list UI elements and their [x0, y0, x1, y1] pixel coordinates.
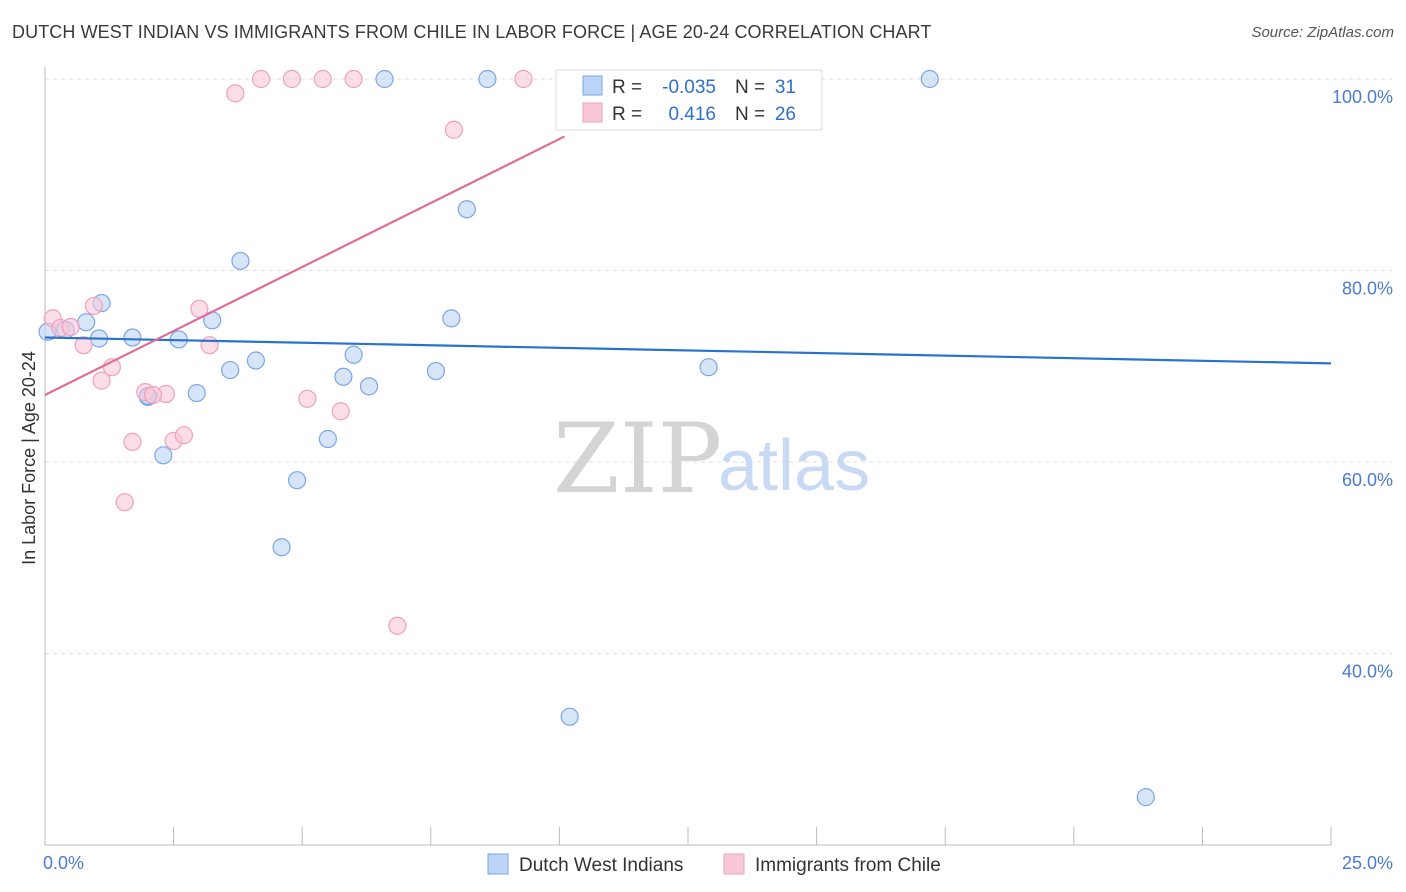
data-point-blue: [123, 328, 142, 347]
y-tick-label: 60.0%: [1342, 470, 1393, 490]
data-point-pink: [84, 296, 103, 316]
data-point-blue: [187, 383, 206, 403]
legend-r-value-1: -0.035: [662, 77, 716, 98]
data-point-pink: [115, 493, 134, 512]
data-point-blue: [478, 69, 497, 89]
y-axis-label: In Labor Force | Age 20-24: [19, 351, 39, 565]
series-legend-label-pink: Immigrants from Chile: [755, 855, 941, 876]
data-point-blue: [1136, 788, 1155, 807]
data-point-blue: [334, 367, 353, 386]
data-point-blue: [375, 69, 394, 89]
data-point-pink: [331, 402, 350, 421]
data-point-blue: [272, 538, 291, 557]
data-point-pink: [92, 371, 111, 390]
watermark-zip: ZIP: [553, 403, 722, 515]
axes: [44, 67, 1332, 846]
x-tick-label: 0.0%: [43, 853, 84, 873]
data-point-blue: [442, 309, 461, 328]
data-point-blue: [920, 69, 939, 89]
watermark-atlas: atlas: [718, 426, 870, 506]
data-point-blue: [77, 313, 96, 332]
series-legend-swatch-blue: [487, 853, 509, 875]
legend-n-value-2: 26: [775, 104, 796, 125]
data-point-pink: [344, 69, 363, 89]
data-point-blue: [221, 360, 240, 380]
data-point-blue: [287, 471, 307, 490]
correlation-legend: R = -0.035 N = 31 R = 0.416 N = 26: [555, 69, 823, 131]
trend-lines: [44, 135, 1332, 396]
x-tick-labels: 0.0% 25.0%: [43, 853, 1393, 873]
data-point-pink: [61, 317, 80, 337]
data-point-blue: [231, 251, 250, 271]
y-tick-label: 100.0%: [1332, 87, 1393, 107]
data-point-blue: [699, 358, 718, 377]
legend-r-label-2: R =: [612, 104, 642, 125]
data-point-blue: [359, 377, 379, 396]
y-tick-label: 40.0%: [1342, 662, 1393, 682]
trend-line-blue: [44, 336, 1332, 365]
legend-r-label-1: R =: [612, 77, 642, 98]
chart-title: DUTCH WEST INDIAN VS IMMIGRANTS FROM CHI…: [12, 22, 932, 42]
data-point-pink: [313, 69, 332, 89]
gridlines: [45, 78, 1392, 654]
data-point-pink: [298, 389, 317, 408]
data-point-blue: [426, 361, 446, 381]
data-point-pink: [74, 336, 93, 355]
series-legend-label-blue: Dutch West Indians: [519, 855, 683, 876]
x-tick-label: 25.0%: [1342, 853, 1393, 873]
data-point-pink: [226, 84, 245, 103]
y-tick-labels: 40.0% 60.0% 80.0% 100.0%: [1332, 87, 1393, 682]
legend-n-label-2: N =: [735, 104, 765, 125]
source-credit: Source: ZipAtlas.com: [1251, 24, 1394, 41]
data-point-pink: [123, 432, 142, 451]
data-point-pink: [200, 336, 219, 355]
y-tick-label: 80.0%: [1342, 279, 1393, 299]
data-point-blue: [154, 446, 173, 465]
data-point-blue: [457, 200, 476, 219]
data-point-blue: [318, 429, 338, 449]
data-point-pink: [444, 120, 464, 139]
data-point-blue: [344, 345, 363, 364]
legend-r-value-2: 0.416: [668, 104, 716, 125]
data-point-pink: [388, 616, 407, 635]
legend-n-value-1: 31: [775, 77, 796, 98]
series-legend: Dutch West Indians Immigrants from Chile: [487, 853, 941, 876]
legend-swatch-blue: [582, 75, 603, 96]
series-legend-swatch-pink: [723, 853, 745, 875]
legend-n-label-1: N =: [735, 77, 765, 98]
trend-line-pink: [44, 135, 566, 396]
data-point-pink: [514, 69, 533, 89]
data-point-blue: [560, 707, 579, 726]
watermark: ZIP atlas: [553, 403, 870, 515]
data-point-pink: [251, 69, 271, 89]
data-point-pink: [282, 69, 302, 89]
data-points: [38, 69, 1155, 807]
data-point-blue: [246, 351, 266, 370]
data-point-pink: [143, 385, 163, 405]
data-point-pink: [174, 426, 193, 445]
legend-swatch-pink: [582, 102, 603, 123]
